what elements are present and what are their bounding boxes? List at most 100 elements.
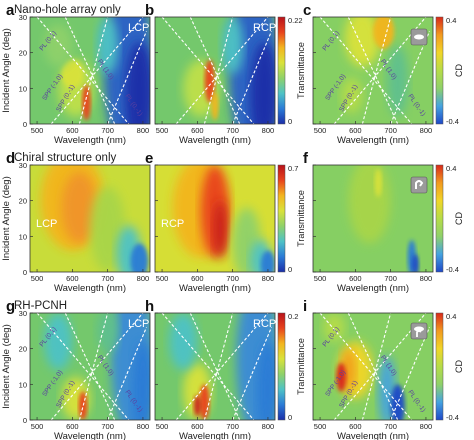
heatmap-feature — [82, 84, 91, 121]
heatmap-feature — [61, 59, 83, 89]
colorbar-label: Transmittance — [296, 190, 306, 247]
y-tick-label: 30 — [19, 13, 27, 22]
panel-letter: g — [6, 298, 15, 315]
dispersion-line — [78, 313, 109, 420]
dispersion-line — [390, 31, 430, 124]
colorbar-max-label: 0.22 — [288, 16, 303, 25]
y-tick-label: 0 — [23, 416, 27, 425]
x-tick-label: 600 — [66, 274, 79, 283]
y-axis-label: Incident Angle (deg) — [1, 324, 12, 409]
x-axis-label: Wavelength (nm) — [54, 135, 126, 146]
colorbar-label: Transmittance — [296, 338, 306, 395]
x-tick-label: 500 — [314, 274, 327, 283]
y-axis-label: Incident Angle (deg) — [1, 28, 12, 113]
x-tick-label: 700 — [226, 126, 239, 135]
x-tick-label: 500 — [31, 274, 44, 283]
plot-frame — [29, 16, 151, 125]
heatmap-feature — [169, 313, 198, 371]
x-tick-label: 600 — [66, 422, 79, 431]
plot-frame — [154, 164, 276, 273]
x-tick-label: 600 — [349, 126, 362, 135]
colorbar-label: CD — [454, 212, 464, 225]
panel-g: PL (0,1)SPP (-1,0)SPP (0,-1)PL (1,0)PL (… — [1, 298, 151, 440]
heatmap-feature — [90, 186, 126, 272]
x-axis-label: Wavelength (nm) — [337, 431, 409, 440]
x-tick-label: 700 — [384, 126, 397, 135]
dispersion-line — [319, 17, 413, 124]
heatmap-feature — [387, 45, 409, 117]
x-tick-label: 600 — [191, 274, 204, 283]
cd-colorbar: 0.4 -0.4 CD — [435, 16, 464, 126]
colorbar-max-label: 0.4 — [446, 164, 456, 173]
x-tick-label: 500 — [156, 274, 169, 283]
x-tick-label: 700 — [384, 274, 397, 283]
x-axis-label: Wavelength (nm) — [54, 283, 126, 294]
x-tick-label: 500 — [31, 422, 44, 431]
panel-letter: d — [6, 150, 15, 167]
x-axis-label: Wavelength (nm) — [337, 283, 409, 294]
polarization-label: RCP — [161, 218, 184, 230]
colorbar-min-label: 0 — [288, 413, 292, 422]
x-tick-label: 600 — [349, 274, 362, 283]
dispersion-line — [390, 327, 430, 420]
colorbar-min-label: -0.4 — [446, 413, 459, 422]
polarization-label: RCP — [253, 22, 276, 34]
colorbar-label: CD — [454, 360, 464, 373]
heatmap-feature — [213, 200, 228, 258]
heatmap-feature — [344, 17, 381, 67]
colorbar-max-label: 0.2 — [288, 312, 298, 321]
transmittance-colorbar: 0.22 0 Transmittance — [277, 16, 306, 126]
x-axis-label: Wavelength (nm) — [337, 135, 409, 146]
y-tick-label: 30 — [19, 161, 27, 170]
panel-f: f 500 600 700 800 Wavelength (nm) — [303, 150, 434, 294]
y-tick-label: 20 — [19, 345, 27, 354]
plot-frame — [29, 164, 151, 273]
y-tick-label: 0 — [23, 120, 27, 129]
colorbar-min-label: -0.4 — [446, 117, 459, 126]
x-tick-label: 800 — [262, 274, 275, 283]
heatmap-feature — [374, 168, 382, 198]
panel-letter: a — [6, 2, 15, 19]
x-tick-label: 500 — [31, 126, 44, 135]
panel-h: h RCP 500 600 700 800 Wavelength (nm) — [145, 298, 276, 440]
y-tick-label: 0 — [23, 268, 27, 277]
dispersion-line — [78, 17, 109, 124]
dispersion-line — [319, 313, 413, 420]
colorbar-label: CD — [454, 64, 464, 77]
chiral-structure-icon — [410, 176, 428, 194]
hole-array-icon — [410, 28, 428, 46]
x-tick-label: 600 — [191, 126, 204, 135]
dispersion-line — [361, 313, 392, 420]
hybrid-structure-icon — [410, 322, 428, 340]
x-tick-label: 700 — [384, 422, 397, 431]
x-tick-label: 500 — [156, 126, 169, 135]
heatmap-feature — [44, 24, 73, 67]
colorbar-max-label: 0.4 — [446, 312, 456, 321]
x-tick-label: 800 — [420, 274, 433, 283]
cd-colorbar: 0.4 -0.4 CD — [435, 164, 464, 274]
plot-frame — [312, 16, 434, 125]
x-axis-label: Wavelength (nm) — [179, 431, 251, 440]
x-tick-label: 700 — [226, 274, 239, 283]
y-tick-label: 20 — [19, 49, 27, 58]
heatmap-feature — [411, 254, 419, 272]
panel-c: PL (0,1)SPP (-1,0)SPP (0,-1)PL (1,0)PL (… — [303, 2, 434, 146]
dispersion-line — [232, 31, 272, 124]
dispersion-line — [175, 313, 269, 420]
polarization-label: LCP — [36, 218, 57, 230]
x-tick-label: 800 — [420, 422, 433, 431]
heatmap-feature — [260, 250, 275, 272]
x-tick-label: 500 — [156, 422, 169, 431]
heatmap-feature — [341, 77, 363, 114]
x-tick-label: 700 — [101, 422, 114, 431]
x-tick-label: 700 — [101, 274, 114, 283]
heatmap-feature — [132, 341, 150, 420]
heatmap-feature — [211, 91, 219, 121]
panel-d: d LCP 500 600 700 800 0 10 20 30 Wavelength (nm) In… — [1, 150, 151, 294]
heatmap-feature — [97, 17, 119, 75]
panel-b: b RCP 500 600 700 800 Wavelength (nm) — [145, 2, 276, 146]
x-tick-label: 800 — [262, 422, 275, 431]
panel-letter: h — [145, 298, 154, 315]
heatmap-feature — [97, 313, 119, 353]
